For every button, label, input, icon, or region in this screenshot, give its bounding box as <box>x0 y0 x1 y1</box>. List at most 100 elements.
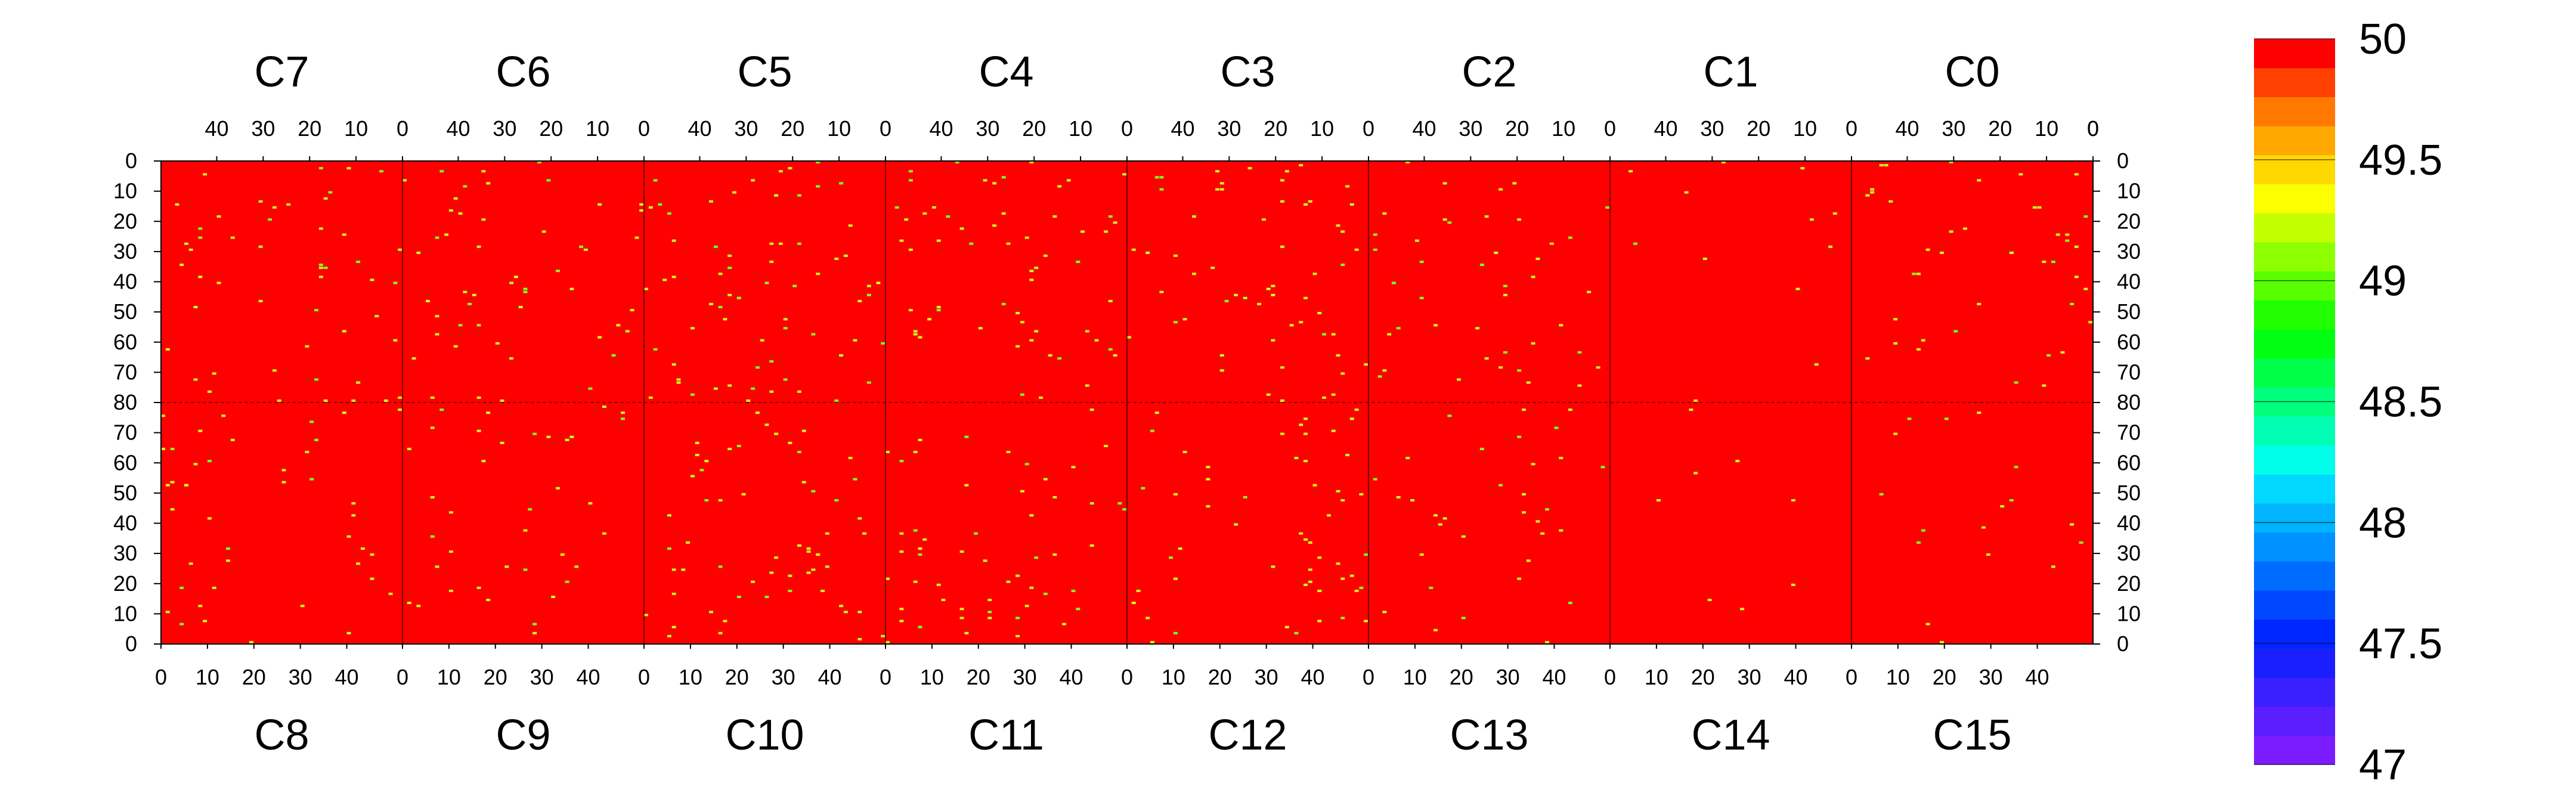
low-value-pixel <box>565 438 569 441</box>
low-value-pixel <box>1145 251 1150 254</box>
low-value-pixel <box>732 191 736 194</box>
low-value-pixel <box>839 605 844 608</box>
low-value-pixel <box>1382 369 1387 372</box>
low-value-pixel <box>886 577 890 580</box>
low-value-pixel <box>2055 233 2060 236</box>
low-value-pixel <box>314 309 318 312</box>
column-tick-label: 10 <box>437 665 461 689</box>
low-value-pixel <box>1345 185 1350 188</box>
low-value-pixel <box>866 284 871 287</box>
low-value-pixel <box>416 251 421 254</box>
low-value-pixel <box>751 179 756 182</box>
low-value-pixel <box>351 502 356 505</box>
low-value-pixel <box>1962 227 1967 230</box>
low-value-pixel <box>323 267 328 270</box>
low-value-pixel <box>718 499 723 501</box>
low-value-pixel <box>1522 408 1526 411</box>
low-value-pixel <box>1308 568 1312 571</box>
low-value-pixel <box>801 429 806 432</box>
column-tick-label: 20 <box>1747 116 1770 141</box>
low-value-pixel <box>532 623 537 626</box>
low-value-pixel <box>1893 342 1898 345</box>
low-value-pixel <box>198 605 203 608</box>
low-value-pixel <box>639 203 644 206</box>
low-value-pixel <box>1284 626 1289 628</box>
low-value-pixel <box>644 614 648 617</box>
row-tick-label: 50 <box>2117 481 2141 505</box>
row-tick-label: 50 <box>113 299 137 324</box>
low-value-pixel <box>769 390 774 393</box>
low-value-pixel <box>1396 496 1401 499</box>
low-value-pixel <box>170 508 175 511</box>
low-value-pixel <box>899 239 904 242</box>
low-value-pixel <box>1048 354 1052 357</box>
low-value-pixel <box>370 278 374 281</box>
low-value-pixel <box>1382 212 1387 215</box>
low-value-pixel <box>1702 258 1707 260</box>
low-value-pixel <box>1299 321 1304 324</box>
low-value-pixel <box>797 544 801 547</box>
low-value-pixel <box>569 435 574 438</box>
low-value-pixel <box>1888 200 1893 203</box>
low-value-pixel <box>718 631 723 634</box>
low-value-pixel <box>1940 640 1944 643</box>
low-value-pixel <box>1410 499 1415 501</box>
column-tick-label: 10 <box>2035 116 2058 141</box>
top-column-ticks: 40 30 20 10 0 40 30 20 10 0 40 30 20 10 0 40 30 20 10 0 40 30… <box>205 116 2099 161</box>
low-value-pixel <box>556 487 560 490</box>
low-value-pixel <box>1247 167 1252 170</box>
low-value-pixel <box>1349 417 1354 420</box>
low-value-pixel <box>328 191 333 194</box>
column-tick-label: 0 <box>638 665 650 689</box>
colorbar-tick-label: 48 <box>2359 499 2407 547</box>
column-tick-label: 0 <box>1846 665 1857 689</box>
colorbar-tick-label: 50 <box>2359 16 2407 63</box>
colorbar-segment <box>2254 126 2335 156</box>
low-value-pixel <box>1568 408 1572 411</box>
column-tick-label: 0 <box>1121 116 1133 141</box>
low-value-pixel <box>727 254 732 257</box>
column-tick-label: 0 <box>397 665 408 689</box>
low-value-pixel <box>425 299 430 302</box>
column-tick-label: 20 <box>1450 665 1473 689</box>
low-value-pixel <box>983 179 987 182</box>
column-tick-label: 0 <box>155 665 167 689</box>
low-value-pixel <box>523 568 528 571</box>
low-value-pixel <box>569 287 574 290</box>
low-value-pixel <box>500 441 504 444</box>
low-value-pixel <box>1893 432 1898 435</box>
low-value-pixel <box>2083 215 2088 218</box>
low-value-pixel <box>430 426 435 429</box>
column-tick-label: 10 <box>827 116 851 141</box>
low-value-pixel <box>811 568 816 571</box>
low-value-pixel <box>588 387 593 390</box>
column-tick-label: 0 <box>1363 116 1374 141</box>
low-value-pixel <box>1271 293 1275 296</box>
low-value-pixel <box>1540 532 1545 535</box>
colorbar-segment <box>2254 184 2335 213</box>
column-tick-label: 40 <box>1543 665 1566 689</box>
low-value-pixel <box>1345 454 1350 457</box>
colorbar-segment <box>2254 445 2335 475</box>
low-value-pixel <box>435 333 439 336</box>
low-value-pixel <box>1442 517 1447 520</box>
column-tick-label: 0 <box>2087 116 2099 141</box>
low-value-pixel <box>1299 423 1304 426</box>
low-value-pixel <box>1127 336 1131 339</box>
low-value-pixel <box>987 611 992 614</box>
low-value-pixel <box>1628 170 1633 173</box>
row-tick-label: 30 <box>2117 541 2141 565</box>
low-value-pixel <box>356 381 361 384</box>
colorbar-segment <box>2254 97 2335 126</box>
low-value-pixel <box>1689 408 1693 411</box>
low-value-pixel <box>1169 556 1174 559</box>
low-value-pixel <box>1136 589 1141 592</box>
low-value-pixel <box>230 236 235 239</box>
low-value-pixel <box>1154 176 1159 179</box>
low-value-pixel <box>203 173 208 176</box>
low-value-pixel <box>866 293 871 296</box>
low-value-pixel <box>1531 463 1535 466</box>
low-value-pixel <box>857 611 862 614</box>
low-value-pixel <box>1577 351 1582 354</box>
low-value-pixel <box>1494 251 1498 254</box>
